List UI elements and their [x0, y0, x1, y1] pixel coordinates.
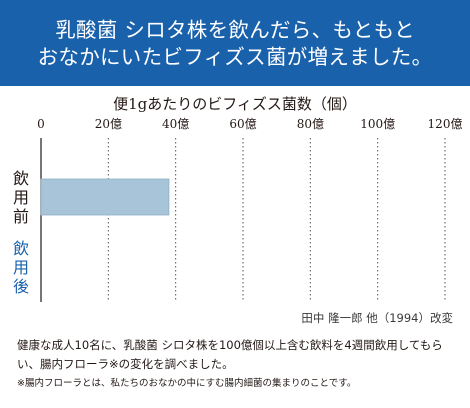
study-description: 健康な成人10名に、乳酸菌 シロタ株を100億個以上含む飲料を4週間飲用してもら…: [17, 338, 443, 371]
x-tick-label: 100億: [360, 117, 395, 131]
category-label: 飲用後: [13, 239, 29, 296]
x-tick-label: 20億: [95, 117, 122, 131]
headline-line-2: おなかにいたビフィズス菌が増えました。: [37, 45, 433, 69]
x-tick-label: 40億: [162, 117, 189, 131]
chart-title: 便1gあたりのビフィズス菌数（個）: [113, 95, 357, 113]
x-tick-label: 80億: [297, 117, 324, 131]
footnote: ※腸内フローラとは、私たちのおなかの中にすむ腸内細菌の集まりのことです。: [17, 378, 357, 389]
bar: [40, 178, 170, 216]
x-tick-label: 60億: [229, 117, 256, 131]
category-label: 飲用前: [13, 169, 29, 226]
headline-line-1: 乳酸菌 シロタ株を飲んだら、もともと: [55, 18, 415, 42]
headline-banner: 乳酸菌 シロタ株を飲んだら、もともと おなかにいたビフィズス菌が増えました。: [0, 0, 470, 86]
x-tick-label: 120億: [428, 117, 463, 131]
x-tick-label: 0: [37, 117, 45, 131]
source-citation: 田中 隆一郎 他（1994）改変: [301, 311, 453, 325]
